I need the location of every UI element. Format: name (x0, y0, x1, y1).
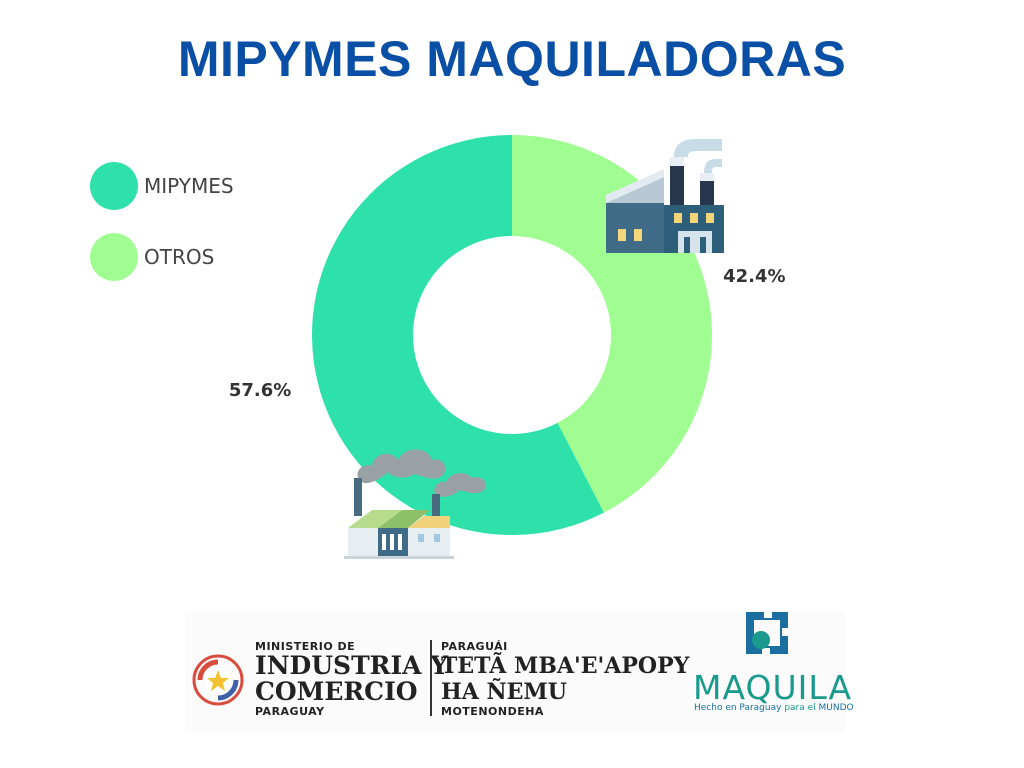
ministry-line3: COMERCIO (255, 677, 418, 706)
ministry-line1: MINISTERIO DE (255, 640, 356, 653)
guarani-line4: MOTENONDEHA (441, 705, 544, 718)
guarani-logo: PARAGUÁI TETÃ MBA'E'APOPY HA ÑEMU MOTENO… (441, 640, 689, 718)
donut-chart (311, 135, 724, 559)
donut-slice-mipymes (311, 135, 604, 535)
guarani-line2: TETÃ MBA'E'APOPY (441, 653, 690, 679)
legend-label-otros: OTROS (144, 245, 215, 269)
maquila-logo-text: MAQUILA (693, 668, 853, 707)
maquila-tag-c: MUNDO (818, 703, 854, 713)
guarani-line3: HA ÑEMU (441, 679, 567, 705)
chart-title: MIPYMES MAQUILADORAS (177, 31, 847, 87)
legend-label-mipymes: MIPYMES (144, 174, 234, 198)
gear-icon (746, 612, 788, 654)
ministry-line2: INDUSTRIA Y (255, 651, 449, 680)
legend-item-mipymes: MIPYMES (90, 161, 234, 211)
factory-smoke-icon (344, 449, 487, 559)
maquila-tag-b: para el (784, 703, 816, 713)
paraguay-seal-icon (192, 654, 244, 706)
ministry-line4: PARAGUAY (255, 705, 325, 718)
legend-swatch-mipymes (90, 162, 138, 210)
maquila-tag-a: Hecho en Paraguay (694, 703, 782, 713)
data-label-otros: 42.4% (723, 265, 786, 287)
guarani-line1: PARAGUÁI (441, 640, 508, 653)
logo-divider (430, 640, 432, 716)
ministry-logo: MINISTERIO DE INDUSTRIA Y COMERCIO PARAG… (255, 640, 448, 718)
factory-icon (606, 139, 724, 253)
data-label-mipymes: 57.6% (228, 380, 292, 402)
footer-logos (185, 612, 845, 732)
maquila-tagline: Hecho en Paraguay para el MUNDO (694, 703, 854, 713)
legend-swatch-otros (90, 233, 138, 281)
legend-item-otros: OTROS (90, 232, 214, 282)
